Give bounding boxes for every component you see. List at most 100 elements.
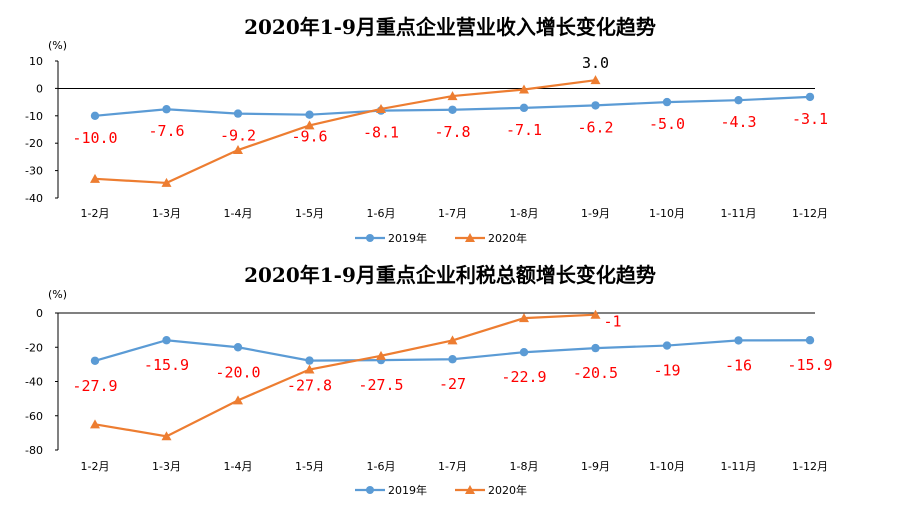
profit-tax-growth-chart: 2020年1-9月重点企业利税总额增长变化趋势 (%) 0 -20 -40 -60 -8… bbox=[25, 263, 833, 497]
data-point-2020 bbox=[161, 177, 172, 187]
legend-swatch-marker bbox=[465, 485, 475, 494]
legend-swatch-marker bbox=[366, 234, 374, 242]
data-point-2020 bbox=[447, 335, 458, 345]
x-tick-label: 1-6月 bbox=[367, 207, 396, 220]
y-tick-label: -40 bbox=[25, 192, 43, 205]
data-point-2019 bbox=[734, 336, 743, 345]
y-tick-label: -10 bbox=[25, 110, 43, 123]
data-label-2019年: -15.9 bbox=[787, 356, 832, 374]
data-label-2019年: -19 bbox=[653, 362, 680, 380]
legend: 2019年 2020年 bbox=[355, 231, 527, 245]
y-tick-label: -80 bbox=[25, 444, 43, 457]
data-labels: -10.0 -7.6 -9.2 -9.6 -8.1 -7.8 -7.1 -6.2 -5.0 -4.… bbox=[72, 54, 828, 147]
data-label-2019年: -20.0 bbox=[215, 363, 260, 381]
data-point-2019 bbox=[448, 355, 457, 364]
data-label-2019年: -27 bbox=[439, 375, 466, 393]
data-point-2019 bbox=[90, 356, 100, 365]
x-tick-label: 1-7月 bbox=[438, 460, 467, 473]
x-tick-label: 1-8月 bbox=[510, 207, 539, 220]
series-group bbox=[90, 309, 815, 441]
x-tick-label: 1-12月 bbox=[792, 460, 828, 473]
x-tick-label: 1-2月 bbox=[81, 207, 110, 220]
data-label-2019年: -3.1 bbox=[792, 110, 828, 128]
data-label-2019年: -4.3 bbox=[720, 113, 756, 131]
x-tick-label: 1-3月 bbox=[152, 207, 181, 220]
y-tick-label: -40 bbox=[25, 376, 43, 389]
data-point-2020 bbox=[233, 395, 243, 405]
legend-label: 2019年 bbox=[388, 483, 427, 497]
chart-title: 2020年1-9月重点企业利税总额增长变化趋势 bbox=[244, 263, 656, 287]
data-label-2019年: -8.1 bbox=[363, 124, 399, 142]
x-tick-label: 1-12月 bbox=[792, 207, 828, 220]
data-point-2019 bbox=[162, 336, 171, 345]
x-ticks: 1-2月 1-3月 1-4月 1-5月 1-6月 1-7月 1-8月 1-9月 1-10月 1-1… bbox=[81, 460, 828, 473]
series-line-2020年 bbox=[94, 313, 596, 438]
data-point-2020 bbox=[376, 103, 386, 113]
legend-label: 2020年 bbox=[488, 231, 527, 245]
x-tick-label: 1-9月 bbox=[581, 207, 610, 220]
data-point-2020 bbox=[304, 120, 315, 130]
x-ticks: 1-2月 1-3月 1-4月 1-5月 1-6月 1-7月 1-8月 1-9月 1-10月 1-1… bbox=[81, 207, 828, 220]
y-tick-label: -20 bbox=[25, 137, 43, 150]
data-label-2019年: -10.0 bbox=[72, 129, 117, 147]
revenue-growth-chart: 2020年1-9月重点企业营业收入增长变化趋势 (%) 10 0 -10 -20 -30… bbox=[25, 15, 828, 245]
x-tick-label: 1-5月 bbox=[295, 460, 324, 473]
data-point-2020 bbox=[519, 313, 529, 323]
y-unit-label: (%) bbox=[48, 288, 67, 301]
data-point-2019 bbox=[519, 103, 529, 113]
x-tick-label: 1-6月 bbox=[367, 460, 396, 473]
data-label-2019年: -6.2 bbox=[577, 118, 613, 136]
legend: 2019年 2020年 bbox=[355, 483, 527, 497]
y-tick-label: 0 bbox=[36, 307, 43, 320]
data-point-2020 bbox=[233, 145, 243, 155]
data-point-2019 bbox=[233, 109, 243, 118]
data-label-2019年: -15.9 bbox=[144, 356, 189, 374]
data-point-2019 bbox=[591, 101, 600, 110]
data-point-2019 bbox=[591, 343, 600, 353]
data-point-2020 bbox=[590, 309, 601, 319]
y-unit-label: (%) bbox=[48, 39, 67, 52]
data-label-2019年: -5.0 bbox=[649, 115, 685, 133]
x-tick-label: 1-8月 bbox=[510, 460, 539, 473]
legend-label: 2019年 bbox=[388, 231, 427, 245]
x-tick-label: 1-4月 bbox=[224, 207, 253, 220]
data-label-2019年: -7.6 bbox=[148, 122, 184, 140]
x-tick-label: 1-11月 bbox=[721, 207, 757, 220]
data-point-2019 bbox=[233, 343, 243, 352]
data-point-2020 bbox=[90, 173, 100, 183]
x-tick-label: 1-4月 bbox=[224, 460, 253, 473]
data-label-2019年: -27.8 bbox=[287, 377, 332, 395]
data-point-2019 bbox=[162, 105, 171, 114]
y-tick-label: 0 bbox=[36, 82, 43, 95]
y-tick-label: 10 bbox=[29, 55, 43, 68]
y-tick-label: -60 bbox=[25, 410, 43, 423]
series-group bbox=[90, 75, 815, 187]
y-ticks: 0 -20 -40 -60 -80 bbox=[25, 307, 58, 457]
legend-swatch-marker bbox=[465, 233, 475, 242]
data-label-2019年: -22.9 bbox=[501, 368, 546, 386]
data-point-2019 bbox=[662, 97, 672, 107]
data-label-2019年: -7.1 bbox=[506, 121, 542, 139]
x-tick-label: 1-10月 bbox=[649, 207, 685, 220]
data-label-2019年: -7.8 bbox=[434, 123, 470, 141]
legend-label: 2020年 bbox=[488, 483, 527, 497]
data-label-2020年: 3.0 bbox=[582, 54, 609, 72]
series-line-2020年 bbox=[94, 79, 596, 185]
data-label-2019年: -27.5 bbox=[358, 376, 403, 394]
x-tick-label: 1-7月 bbox=[438, 207, 467, 220]
data-label-2019年: -20.5 bbox=[573, 364, 618, 382]
chart-title: 2020年1-9月重点企业营业收入增长变化趋势 bbox=[244, 15, 656, 39]
data-point-2019 bbox=[805, 336, 815, 345]
data-point-2019 bbox=[90, 111, 100, 121]
data-point-2019 bbox=[519, 348, 529, 357]
data-label-2019年: -16 bbox=[725, 356, 752, 374]
x-tick-label: 1-10月 bbox=[649, 460, 685, 473]
data-point-2019 bbox=[662, 341, 672, 350]
data-label-2019年: -9.6 bbox=[291, 128, 327, 146]
data-point-2020 bbox=[590, 75, 601, 85]
y-tick-label: -30 bbox=[25, 165, 43, 178]
x-tick-label: 1-3月 bbox=[152, 460, 181, 473]
x-tick-label: 1-9月 bbox=[581, 460, 610, 473]
data-point-2019 bbox=[734, 95, 743, 105]
